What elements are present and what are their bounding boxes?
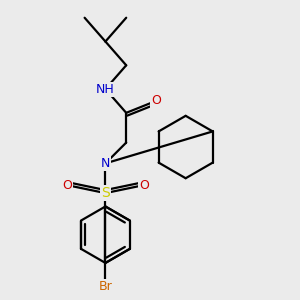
Text: O: O	[139, 178, 149, 192]
Text: N: N	[101, 157, 110, 170]
Text: Br: Br	[98, 280, 112, 293]
Text: O: O	[62, 178, 72, 192]
Text: O: O	[151, 94, 161, 107]
Text: S: S	[101, 186, 110, 200]
Text: NH: NH	[96, 82, 115, 96]
